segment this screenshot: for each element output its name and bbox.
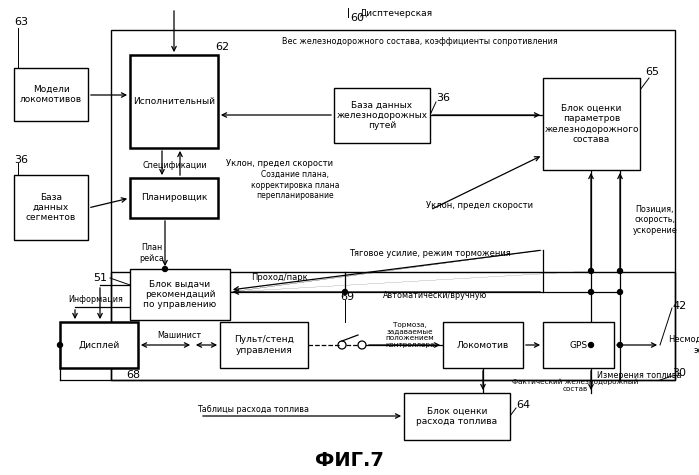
Text: Дисптечерская: Дисптечерская: [360, 10, 433, 19]
Text: Пульт/стенд
управления: Пульт/стенд управления: [234, 335, 294, 355]
Text: 30: 30: [672, 368, 686, 378]
Text: 36: 36: [436, 93, 450, 103]
Circle shape: [589, 289, 593, 294]
Text: База данных
железнодорожных
путей: База данных железнодорожных путей: [336, 101, 428, 131]
Bar: [14, 175, 88, 240]
Text: 36: 36: [14, 155, 28, 165]
Text: Локомотив: Локомотив: [457, 341, 509, 350]
Text: 42: 42: [672, 301, 686, 311]
Text: 51: 51: [93, 273, 107, 283]
Text: 64: 64: [516, 400, 530, 410]
Bar: [543, 322, 614, 368]
Text: Создание плана,
корректировка плана
перепланирование: Создание плана, корректировка плана пере…: [251, 170, 339, 200]
Bar: [543, 78, 640, 170]
Circle shape: [343, 289, 347, 294]
Text: Исполнительный: Исполнительный: [133, 97, 215, 106]
Circle shape: [617, 289, 623, 294]
Bar: [334, 88, 430, 143]
Bar: [14, 68, 88, 121]
Text: Блок выдачи
рекомендаций
по управлению: Блок выдачи рекомендаций по управлению: [143, 280, 217, 309]
Text: План
рейса: План рейса: [140, 243, 164, 263]
Text: ФИГ.7: ФИГ.7: [315, 450, 384, 469]
Bar: [111, 272, 675, 380]
Text: Измерения топлива: Измерения топлива: [597, 371, 682, 380]
Text: GPS: GPS: [570, 341, 588, 350]
Bar: [130, 178, 218, 218]
Text: 62: 62: [215, 42, 229, 52]
Bar: [60, 322, 138, 368]
Text: Машинист: Машинист: [157, 331, 201, 340]
Text: Блок оценки
расхода топлива: Блок оценки расхода топлива: [417, 407, 498, 426]
Text: Тяговое усилие, режим торможения: Тяговое усилие, режим торможения: [349, 249, 511, 258]
Text: 60: 60: [350, 13, 364, 23]
Text: Уклон, предел скорости: Уклон, предел скорости: [226, 159, 333, 168]
Text: 63: 63: [14, 17, 28, 27]
Circle shape: [589, 342, 593, 348]
Text: Проход/парк: Проход/парк: [252, 274, 308, 283]
Text: Модели
локомотивов: Модели локомотивов: [20, 85, 82, 104]
Text: Тормоза,
задаваемые
положением
контроллера: Тормоза, задаваемые положением контролле…: [385, 322, 435, 349]
Text: Фактический железнодорожный
состав: Фактический железнодорожный состав: [512, 378, 638, 392]
Circle shape: [57, 342, 62, 348]
Text: Информация: Информация: [69, 295, 124, 304]
Text: Планировщик: Планировщик: [140, 193, 207, 202]
Bar: [443, 322, 523, 368]
Text: Вес железнодорожного состава, коэффициенты сопротивления: Вес железнодорожного состава, коэффициен…: [282, 38, 558, 47]
Text: Автоматически/вручную: Автоматически/вручную: [383, 292, 487, 301]
Circle shape: [589, 268, 593, 274]
Bar: [220, 322, 308, 368]
Text: База
данных
сегментов: База данных сегментов: [26, 192, 76, 222]
Text: 65: 65: [645, 67, 659, 77]
Text: Спецификации: Спецификации: [143, 161, 208, 170]
Text: 69: 69: [340, 292, 354, 302]
Bar: [404, 393, 510, 440]
Circle shape: [162, 266, 168, 272]
Bar: [130, 55, 218, 148]
Circle shape: [617, 342, 623, 348]
Circle shape: [617, 268, 623, 274]
Text: Дисплей: Дисплей: [78, 341, 120, 350]
Text: Позиция,
скорость,
ускорение: Позиция, скорость, ускорение: [633, 205, 677, 235]
Text: Уклон, предел скорости: Уклон, предел скорости: [426, 200, 533, 209]
Text: 68: 68: [126, 370, 140, 380]
Bar: [111, 30, 675, 380]
Text: Таблицы расхода топлива: Таблицы расхода топлива: [197, 406, 309, 415]
Text: Блок оценки
параметров
железнодорожного
состава: Блок оценки параметров железнодорожного …: [545, 104, 639, 144]
Text: Несмоделированные
эффекты: Несмоделированные эффекты: [668, 335, 699, 355]
Bar: [130, 269, 230, 320]
